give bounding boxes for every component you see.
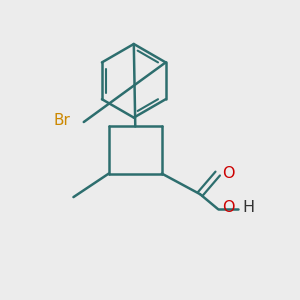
Text: O: O xyxy=(222,200,235,215)
Text: Br: Br xyxy=(54,113,70,128)
Text: O: O xyxy=(222,166,235,181)
Text: H: H xyxy=(243,200,255,215)
